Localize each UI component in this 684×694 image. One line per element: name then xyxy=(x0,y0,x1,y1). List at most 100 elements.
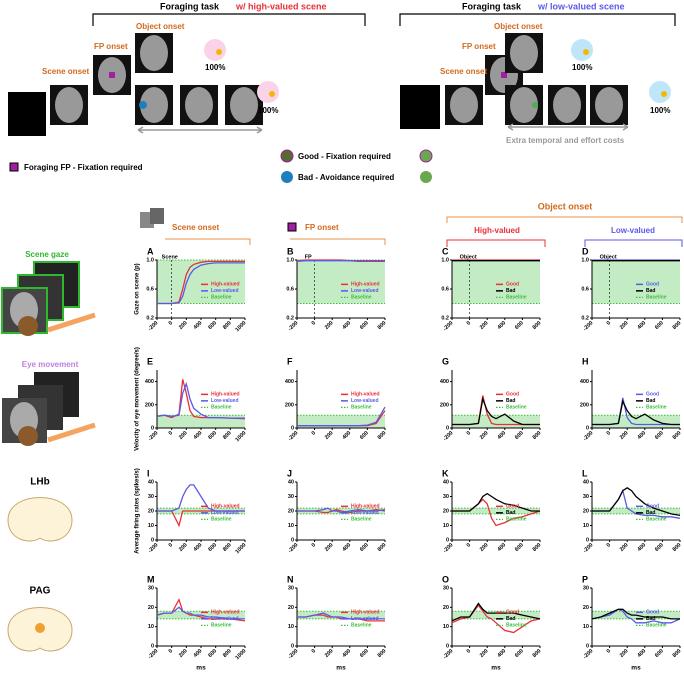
x-tick-label: 400 xyxy=(497,542,508,553)
series-line xyxy=(157,484,245,512)
legend-label: Baseline xyxy=(646,405,667,411)
y-tick-label: 20 xyxy=(583,605,589,611)
x-tick-label: -200 xyxy=(582,542,594,554)
row-label: Eye movement xyxy=(22,360,79,369)
y-tick-label: 200 xyxy=(145,402,154,408)
x-tick-label: 400 xyxy=(497,430,508,441)
x-tick-label: 400 xyxy=(637,320,648,331)
legend-label: Low-valued xyxy=(351,616,379,622)
x-tick-label: 600 xyxy=(514,320,525,331)
panel-letter: M xyxy=(147,574,155,584)
stimuli-right xyxy=(400,33,671,131)
scene-onset-left: Scene onset xyxy=(42,67,89,76)
x-tick-label: 800 xyxy=(532,542,543,553)
legend-label: Bad xyxy=(506,398,515,404)
y-tick-label: 0 xyxy=(446,537,449,543)
row-label: Scene gaze xyxy=(25,250,69,259)
x-tick-label: 0 xyxy=(311,430,317,436)
y-tick-label: 200 xyxy=(440,402,449,408)
legend-label: Baseline xyxy=(211,623,232,629)
x-tick-label: 200 xyxy=(324,542,335,553)
legend-label: Baseline xyxy=(646,623,667,629)
legend-label: Bad xyxy=(506,616,515,622)
y-tick-label: 40 xyxy=(288,479,294,485)
series-line xyxy=(297,612,385,620)
x-tick-label: 800 xyxy=(672,648,683,659)
legend-label: High-valued xyxy=(351,392,380,398)
legend-item: Good - Fixation required xyxy=(298,152,391,161)
legend-label: High-valued xyxy=(211,610,240,616)
series-line xyxy=(297,507,386,514)
y-tick-label: 1.0 xyxy=(286,257,294,263)
x-tick-label: -200 xyxy=(442,320,454,332)
legend-label: Baseline xyxy=(506,623,527,629)
y-tick-label: 0 xyxy=(291,537,294,543)
panel-letter: P xyxy=(582,574,588,584)
panel-letter: I xyxy=(147,468,150,478)
legend-label: Baseline xyxy=(211,517,232,523)
legend-label: Baseline xyxy=(646,517,667,523)
baseline-band xyxy=(592,508,680,514)
scene-illustration xyxy=(1,261,96,336)
x-tick-label: 800 xyxy=(532,430,543,441)
x-tick-label: 600 xyxy=(207,542,218,553)
outcome: 100% xyxy=(205,63,225,72)
x-tick-label: 0 xyxy=(311,648,317,654)
panel-letter: K xyxy=(442,468,449,478)
y-tick-label: 20 xyxy=(148,508,154,514)
x-tick-label: -200 xyxy=(147,648,159,660)
panel-letter: E xyxy=(147,356,153,366)
x-tick-label: 600 xyxy=(207,430,218,441)
x-tick-label: -200 xyxy=(582,648,594,660)
x-tick-label: -200 xyxy=(582,430,594,442)
x-tick-label: 1000 xyxy=(235,320,248,333)
y-tick-label: 0 xyxy=(291,425,294,431)
x-tick-label: 600 xyxy=(514,430,525,441)
panel-letter: J xyxy=(287,468,292,478)
x-tick-label: -200 xyxy=(147,430,159,442)
object-onset-right: Object onset xyxy=(494,22,543,31)
y-tick-label: 40 xyxy=(583,479,589,485)
x-tick-label: 400 xyxy=(193,648,204,659)
legend-label: Low-valued xyxy=(211,288,239,294)
event-label: FP xyxy=(305,254,312,260)
legend-label: High-valued xyxy=(211,392,240,398)
y-tick-label: 0 xyxy=(586,537,589,543)
legend-label: Good xyxy=(646,282,659,288)
x-tick-label: 0 xyxy=(311,542,317,548)
panel-letter: H xyxy=(582,356,589,366)
legend-label: Baseline xyxy=(351,295,372,301)
legend-label: Good xyxy=(506,392,519,398)
x-tick-label: 0 xyxy=(311,320,317,326)
y-tick-label: 0.2 xyxy=(146,315,154,321)
x-tick-label: 600 xyxy=(359,542,370,553)
x-tick-label: 400 xyxy=(497,648,508,659)
object-onset-left: Object onset xyxy=(136,22,185,31)
y-axis-label: Velocity of eye movement (degree/s) xyxy=(135,347,141,451)
x-tick-label: 400 xyxy=(193,542,204,553)
y-tick-label: 0 xyxy=(151,425,154,431)
col-header: High-valued xyxy=(474,226,520,235)
fp-onset-left: FP onset xyxy=(94,42,128,51)
x-tick-label: 800 xyxy=(377,430,388,441)
x-tick-label: 800 xyxy=(222,648,233,659)
x-tick-label: 400 xyxy=(193,430,204,441)
legend-label: Bad xyxy=(506,510,515,516)
header-line xyxy=(446,239,546,247)
x-tick-label: 200 xyxy=(479,648,490,659)
x-tick-label: -200 xyxy=(287,430,299,442)
x-tick-label: 800 xyxy=(532,648,543,659)
fp-icon xyxy=(9,162,19,172)
outcome: 100% xyxy=(572,63,592,72)
legend-label: Baseline xyxy=(506,295,527,301)
x-tick-label: 800 xyxy=(377,542,388,553)
y-tick-label: 30 xyxy=(288,585,294,591)
y-tick-label: 0.2 xyxy=(441,315,449,321)
x-tick-label: 400 xyxy=(342,430,353,441)
legend-label: Low-valued xyxy=(351,510,379,516)
cost-note: Extra temporal and effort costs xyxy=(506,136,625,145)
x-tick-label: -200 xyxy=(582,320,594,332)
legend-label: Baseline xyxy=(646,295,667,301)
series-line xyxy=(296,259,385,262)
